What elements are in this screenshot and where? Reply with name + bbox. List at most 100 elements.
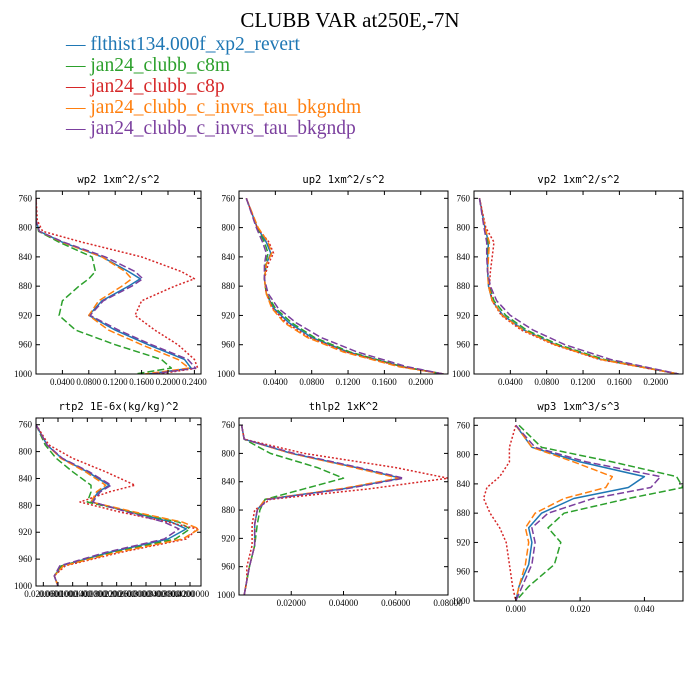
y-tick-label: 920: [19, 527, 33, 537]
y-tick-label: 960: [19, 340, 33, 350]
series-line: [36, 424, 188, 586]
series-group: [240, 424, 448, 595]
x-tick-label: 0.2600000: [112, 589, 151, 599]
series-line: [36, 424, 200, 586]
y-tick-label: 840: [222, 252, 236, 262]
y-tick-label: 960: [457, 340, 471, 350]
y-tick-label: 960: [19, 554, 33, 564]
series-line: [36, 198, 199, 374]
x-tick-label: 0.0400: [50, 377, 75, 387]
x-tick-label: 0.1600: [372, 377, 397, 387]
series-group: [482, 424, 683, 601]
series-line: [478, 198, 679, 374]
x-tick-label: 0.2200000: [98, 589, 137, 599]
y-tick-label: 760: [457, 420, 471, 430]
plot-frame: [238, 417, 449, 596]
series-line: [36, 198, 197, 374]
x-tick-label: 0.0200000: [24, 589, 63, 599]
x-tick-label: 0.1400000: [68, 589, 107, 599]
legend-entry: — jan24_clubb_c_invrs_tau_bkgndm: [65, 97, 361, 118]
y-tick-label: 1000: [14, 369, 33, 379]
y-tick-label: 1000: [217, 590, 236, 600]
x-tick-label: 0.0400: [263, 377, 288, 387]
x-tick-label: 0.1600: [607, 377, 632, 387]
y-tick-label: 840: [457, 252, 471, 262]
panel-title: wp3 1xm^3/s^3: [537, 401, 619, 413]
x-tick-label: 0.02000: [277, 598, 307, 608]
x-tick-label: 0.1000000: [54, 589, 93, 599]
x-tick-label: 0.2000: [156, 377, 181, 387]
series-group: [36, 198, 199, 374]
y-tick-label: 760: [457, 193, 471, 203]
y-tick-label: 880: [457, 508, 471, 518]
chart-panel: rtp2 1E-6x(kg/kg)^2 760 800 840 880 920 960 100…: [14, 401, 210, 599]
x-tick-label: 0.020: [570, 604, 591, 614]
series-line: [240, 424, 345, 595]
y-tick-label: 760: [222, 193, 236, 203]
y-tick-label: 1000: [452, 369, 471, 379]
x-tick-label: 0.0800: [76, 377, 101, 387]
series-line: [240, 424, 448, 595]
panel-title: up2 1xm^2/s^2: [302, 174, 384, 186]
series-line: [36, 198, 173, 374]
series-line: [478, 198, 679, 374]
plot-frame: [238, 190, 449, 375]
y-tick-label: 880: [222, 505, 236, 515]
y-tick-label: 800: [457, 450, 471, 460]
x-tick-label: 0.0600000: [39, 589, 78, 599]
y-tick-label: 800: [457, 223, 471, 233]
y-tick-label: 1000: [217, 369, 236, 379]
y-tick-label: 1000: [452, 596, 471, 606]
y-tick-label: 960: [222, 340, 236, 350]
x-tick-label: 0.04000: [329, 598, 359, 608]
series-line: [245, 198, 444, 374]
series-line: [515, 424, 614, 601]
x-tick-label: 0.1200: [571, 377, 596, 387]
x-tick-label: 0.1600: [129, 377, 154, 387]
panel-title: wp2 1xm^2/s^2: [77, 174, 159, 186]
legend-entry: — jan24_clubb_c8m: [65, 55, 230, 76]
y-tick-label: 800: [19, 447, 33, 457]
y-tick-label: 960: [457, 567, 471, 577]
series-line: [478, 198, 679, 374]
x-tick-label: 0.3400000: [142, 589, 181, 599]
y-tick-label: 840: [19, 252, 33, 262]
y-tick-label: 880: [19, 500, 33, 510]
chart-panel: up2 1xm^2/s^2 760 800 840 880 920 960 1000 0.040…: [217, 174, 449, 387]
series-line: [36, 424, 180, 586]
series-line: [240, 424, 400, 595]
panel-title: thlp2 1xK^2: [309, 401, 379, 413]
series-line: [515, 424, 683, 601]
legend-entry: — jan24_clubb_c8p: [65, 76, 225, 97]
x-tick-label: 0.0800: [299, 377, 324, 387]
y-tick-label: 760: [19, 193, 33, 203]
y-tick-label: 920: [19, 310, 33, 320]
x-tick-label: 0.0800: [534, 377, 559, 387]
y-tick-label: 920: [222, 310, 236, 320]
x-tick-label: 0.4200000: [171, 589, 210, 599]
x-tick-label: 0.06000: [381, 598, 411, 608]
series-line: [478, 198, 679, 374]
series-group: [36, 424, 200, 586]
x-tick-label: 0.040: [634, 604, 655, 614]
panel-title: vp2 1xm^2/s^2: [537, 174, 619, 186]
x-tick-label: 0.1200: [336, 377, 361, 387]
legend-entry: — flthist134.000f_xp2_revert: [65, 34, 301, 55]
x-tick-label: 0.2000: [408, 377, 433, 387]
y-tick-label: 760: [19, 420, 33, 430]
legend-entry: — jan24_clubb_c_invrs_tau_bkgndp: [65, 118, 356, 139]
figure-title: CLUBB VAR at250E,-7N: [240, 8, 459, 32]
x-tick-label: 0.2400: [182, 377, 207, 387]
chart-panel: wp3 1xm^3/s^3 760 800 840 880 920 960 1000 0.000…: [452, 401, 684, 614]
series-line: [36, 198, 190, 374]
series-line: [515, 424, 646, 601]
y-tick-label: 800: [19, 223, 33, 233]
y-tick-label: 920: [457, 310, 471, 320]
series-line: [478, 198, 679, 374]
legend: — flthist134.000f_xp2_revert— jan24_club…: [65, 34, 361, 139]
x-tick-label: 0.3800000: [156, 589, 195, 599]
x-tick-label: 0.0400: [498, 377, 523, 387]
y-tick-label: 920: [222, 533, 236, 543]
y-tick-label: 800: [222, 448, 236, 458]
y-tick-label: 920: [457, 537, 471, 547]
